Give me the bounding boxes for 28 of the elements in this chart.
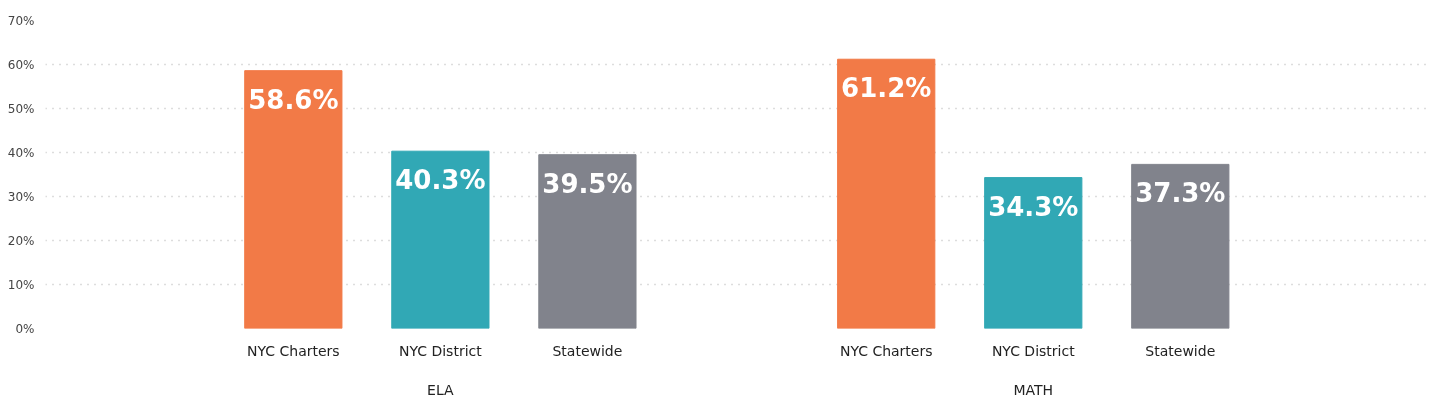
bar bbox=[244, 70, 343, 329]
series-label: NYC Charters bbox=[247, 342, 340, 359]
bar bbox=[837, 58, 936, 329]
text: NYC Charters bbox=[839, 342, 933, 359]
y-tick-label: 50% bbox=[7, 101, 35, 116]
data-label: 39.5% bbox=[542, 168, 633, 199]
data-label: 34.3% bbox=[988, 191, 1079, 222]
bar bbox=[538, 154, 637, 329]
data-label: 37.3% bbox=[1135, 178, 1226, 209]
data-label: 58.6% bbox=[248, 84, 339, 115]
bar bbox=[391, 150, 490, 329]
y-tick-label: 30% bbox=[7, 189, 35, 204]
bar bbox=[984, 177, 1083, 329]
y-tick-label: 60% bbox=[7, 57, 35, 72]
x-tick-label: ELA bbox=[427, 381, 455, 398]
series-label: Statewide bbox=[552, 342, 623, 359]
series-label: NYC District bbox=[398, 342, 483, 359]
bar bbox=[1131, 163, 1230, 329]
y-tick-label: 70% bbox=[7, 13, 35, 28]
x-tick-label: MATH bbox=[1013, 381, 1054, 398]
text: Statewide bbox=[1145, 342, 1216, 359]
y-tick-label: 10% bbox=[7, 277, 35, 292]
data-label: 40.3% bbox=[395, 165, 486, 196]
y-tick-label: 0% bbox=[15, 321, 35, 336]
text: NYC District bbox=[991, 342, 1075, 359]
data-label: 61.2% bbox=[841, 73, 932, 104]
y-tick-label: 20% bbox=[7, 233, 35, 248]
y-tick-label: 40% bbox=[7, 145, 35, 160]
